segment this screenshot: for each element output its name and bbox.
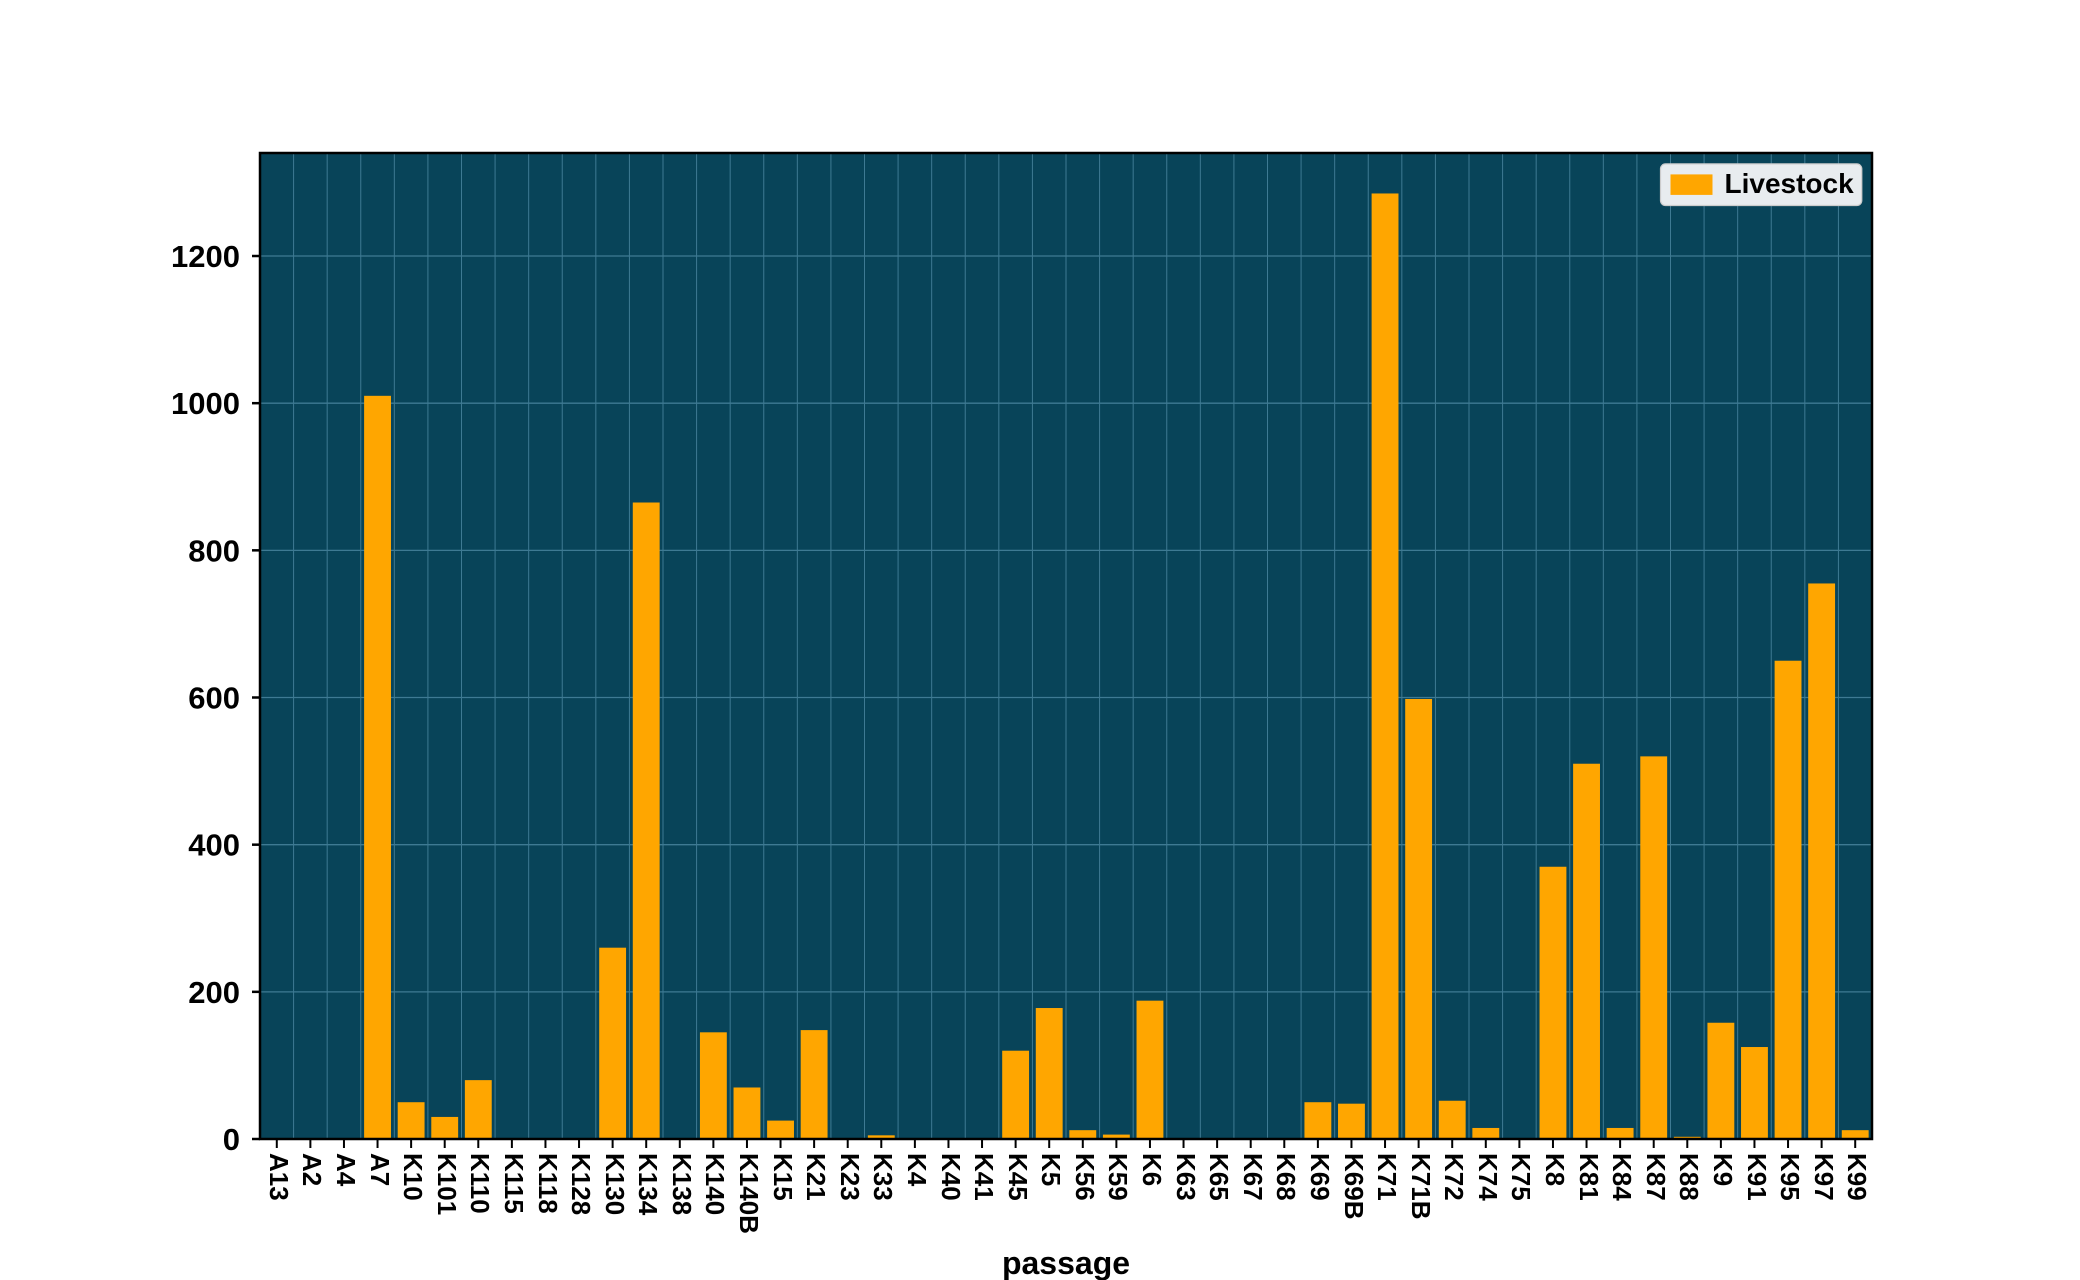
svg-text:800: 800	[188, 533, 240, 568]
svg-text:200: 200	[188, 975, 240, 1010]
svg-text:400: 400	[188, 828, 240, 863]
svg-text:1200: 1200	[171, 239, 240, 274]
svg-text:1000: 1000	[171, 386, 240, 421]
svg-text:600: 600	[188, 681, 240, 716]
svg-text:0: 0	[223, 1122, 240, 1157]
svg-text:Livestock: Livestock	[1725, 168, 1855, 199]
